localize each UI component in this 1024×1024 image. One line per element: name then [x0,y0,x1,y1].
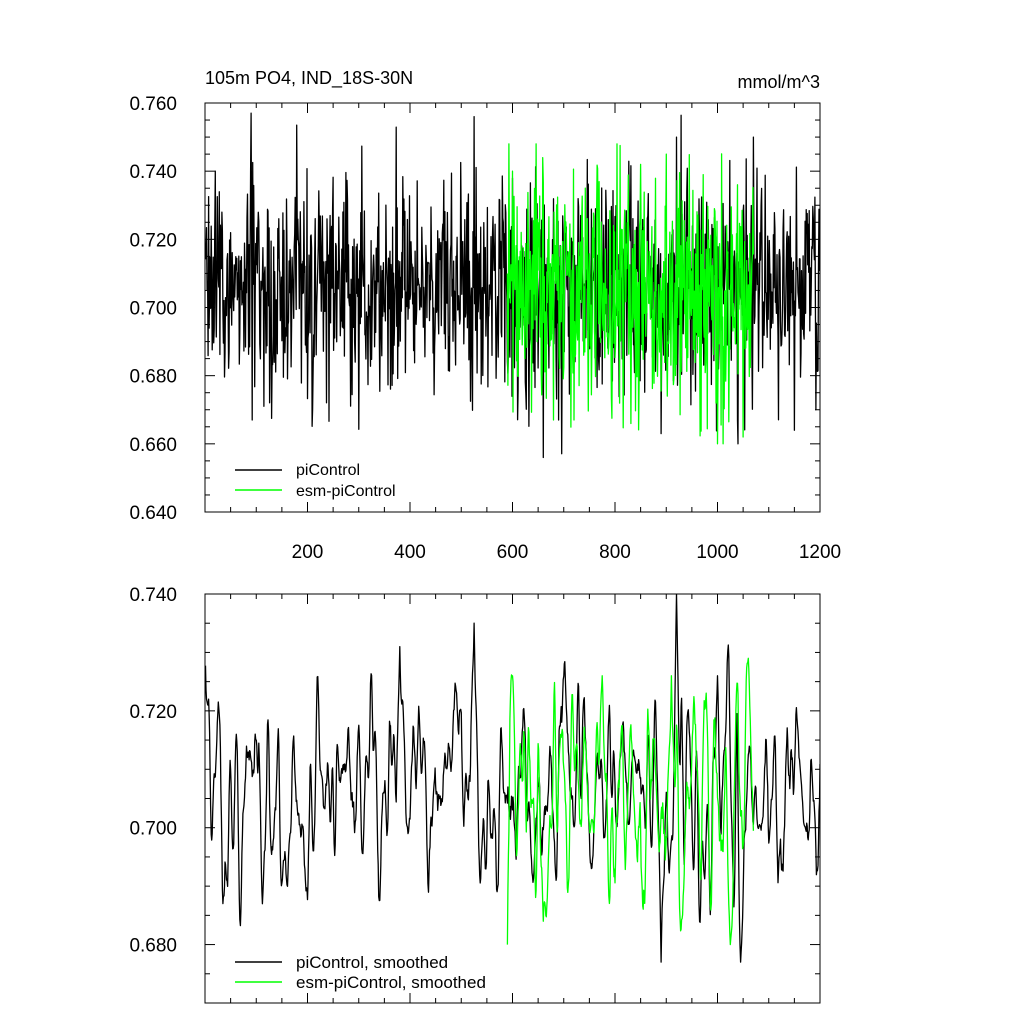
y-tick-label: 0.680 [129,367,177,388]
x-tick-label: 200 [292,542,324,563]
series-group [205,594,820,963]
bottom-panel: 0.680 0.700 0.720 0.740 [129,585,821,1004]
chart-title: 105m PO4, IND_18S-30N [205,68,413,89]
series-line-picontrol-smoothed [205,594,820,963]
legend-top: piControl esm-piControl [235,462,396,500]
x-tick-label: 600 [497,542,529,563]
series-line-esm-picontrol [506,143,755,445]
y-tick-label: 0.720 [129,230,177,251]
y-tick-label: 0.660 [129,435,177,456]
y-tick-label: 0.740 [129,585,177,606]
y-tick-label: 0.700 [129,819,177,840]
y-tick-label: 0.760 [129,94,177,115]
y-tick-label: 0.740 [129,162,177,183]
y-tick-label: 0.680 [129,936,177,957]
legend-label-esm-picontrol: esm-piControl [296,483,396,500]
legend-label-esm-picontrol-smoothed: esm-piControl, smoothed [296,973,486,992]
legend-label-picontrol: piControl [296,462,360,479]
legend-bottom: piControl, smoothed esm-piControl, smoot… [235,953,486,992]
y-tick-label: 0.640 [129,503,177,524]
x-tick-label: 800 [599,542,631,563]
x-tick-label: 400 [394,542,426,563]
y-tick-label: 0.720 [129,702,177,723]
series-group [205,112,820,459]
legend-label-picontrol-smoothed: piControl, smoothed [296,953,448,972]
units-label: mmol/m^3 [738,72,820,92]
y-tick-label: 0.700 [129,299,177,320]
x-tick-label: 1000 [696,542,738,563]
series-line-esm-picontrol-smoothed [506,657,755,946]
top-panel: 0.640 0.660 0.680 0.700 0.720 0.740 0.760 200 40… [129,94,841,563]
x-tick-label: 1200 [799,542,841,563]
